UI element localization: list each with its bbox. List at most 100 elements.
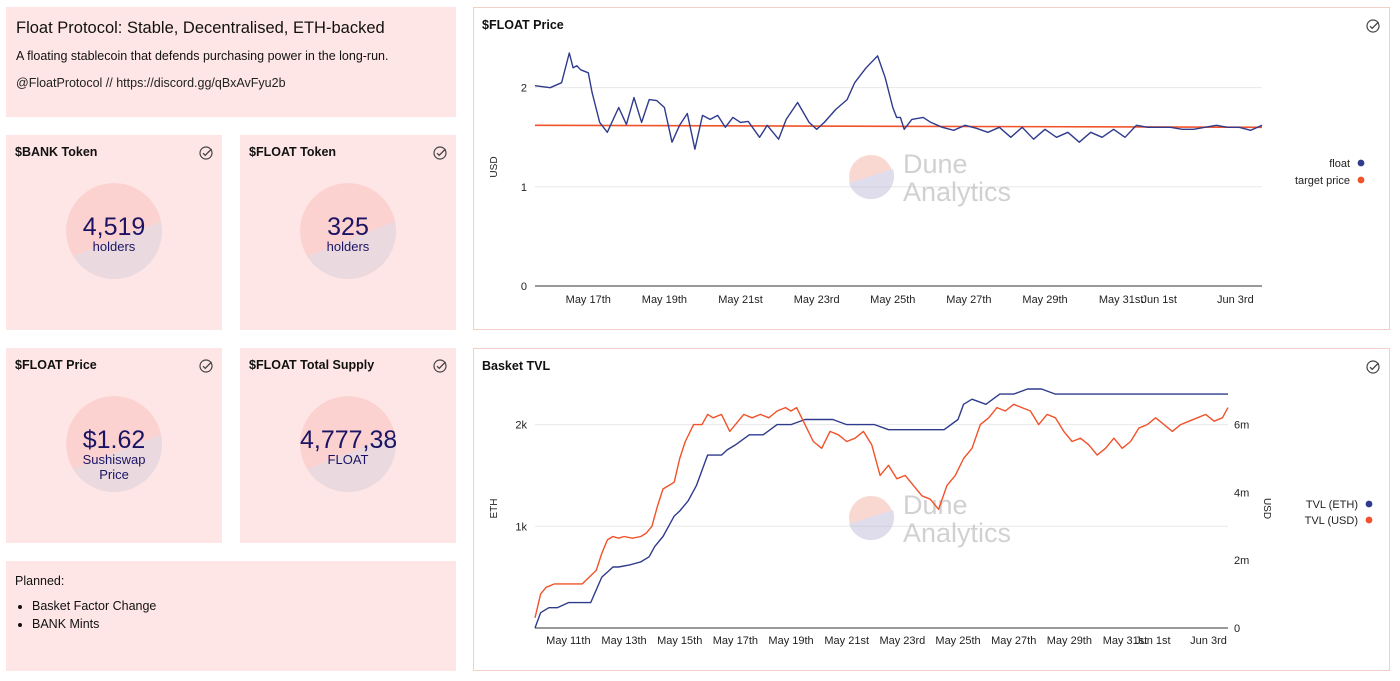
counter-badge: 4,519 holders [66,183,162,279]
dashboard-tagline: A floating stablecoin that defends purch… [16,49,389,63]
series-line-float [534,52,1263,150]
planned-panel: Planned: Basket Factor Change BANK Mints [6,561,456,671]
basket-tvl-chart-panel: Basket TVL 1k 2k 0 2m 4m 6m May 11th May 13th Ma… [473,348,1390,671]
counter-unit: holders [92,239,136,254]
float-price-chart-panel: $FLOAT Price 0 1 2 May 17th May 19th May 21st… [473,7,1390,330]
x-tick-label: May 23rd [794,294,840,306]
x-tick-label: May 29th [1022,294,1067,306]
legend-label: TVL (ETH) [1306,499,1358,511]
x-tick-label: May 13th [601,635,646,647]
check-circle-icon[interactable] [198,358,214,374]
counter-badge: 4,777,381 FLOAT [300,396,396,492]
card-title: $FLOAT Price [15,358,97,372]
y-tick-label: 2k [515,420,527,432]
x-tick-label: May 17th [566,294,611,306]
y-axis-label: USD [489,156,500,177]
dune-logo-shade [849,510,895,541]
float-supply-card: $FLOAT Total Supply 4,777,381 FLOAT [240,348,456,543]
counter-value: 4,519 [82,213,146,241]
y2-tick-label: 0 [1234,623,1240,635]
dashboard-title: Float Protocol: Stable, Decentralised, E… [16,19,385,37]
y2-axis-label: USD [1261,498,1272,519]
watermark-line1: Dune [903,149,968,179]
counter-unit: Sushiswap Price [82,452,146,482]
x-tick-label: May 25th [935,635,980,647]
counter-badge: 325 holders [300,183,396,279]
y2-tick-label: 6m [1234,420,1249,432]
check-circle-icon[interactable] [1365,18,1381,34]
x-tick-label: May 11th [546,635,590,647]
dashboard-header: Float Protocol: Stable, Decentralised, E… [6,7,456,117]
float-price-card: $FLOAT Price $1.62 Sushiswap Price [6,348,222,543]
chart-title: $FLOAT Price [482,18,564,32]
check-circle-icon[interactable] [1365,359,1381,375]
legend-label: TVL (USD) [1305,515,1358,527]
basket-tvl-chart[interactable]: 1k 2k 0 2m 4m 6m May 11th May 13th May 15th May 1… [474,349,1389,670]
x-tick-label: May 31st [1103,635,1148,647]
x-tick-label: Jun 3rd [1217,294,1254,306]
x-tick-label: May 23rd [879,635,925,647]
float-token-card: $FLOAT Token 325 holders [240,135,456,330]
x-tick-label: May 31st [1099,294,1144,306]
y-tick-label: 1k [515,521,527,533]
y-tick-label: 2 [521,83,527,95]
x-tick-label: May 15th [657,635,702,647]
counter-value: 4,777,381 [300,426,396,454]
x-tick-label: May 21st [824,635,869,647]
x-tick-label: May 29th [1047,635,1092,647]
x-tick-label: May 27th [991,635,1036,647]
badge-shape [300,183,396,279]
card-title: $FLOAT Token [249,145,337,159]
series-line-target-price [534,124,1263,129]
check-circle-icon[interactable] [432,358,448,374]
badge-shape [300,396,396,492]
dashboard-links: @FloatProtocol // https://discord.gg/qBx… [16,76,286,90]
legend-marker [1365,516,1373,524]
dune-logo-shade [849,169,895,200]
x-tick-label: Jun 1st [1135,635,1170,647]
legend-label: float [1329,158,1350,170]
series-line-tvl-eth [534,388,1228,629]
x-tick-label: May 19th [768,635,813,647]
badge-shape [66,396,162,492]
y2-tick-label: 4m [1234,487,1249,499]
y-tick-label: 0 [521,281,527,293]
counter-value: $1.62 [82,426,146,454]
check-circle-icon[interactable] [198,145,214,161]
watermark-line2: Analytics [903,518,1011,548]
list-item: Basket Factor Change [32,599,156,613]
check-circle-icon[interactable] [432,145,448,161]
list-item: BANK Mints [32,617,156,631]
y-axis-label: ETH [489,499,500,519]
x-tick-label: May 21st [718,294,763,306]
dune-logo-icon [849,496,893,540]
x-tick-label: May 25th [870,294,915,306]
x-tick-label: May 17th [713,635,758,647]
bank-token-card: $BANK Token 4,519 holders [6,135,222,330]
y2-tick-label: 2m [1234,555,1249,567]
watermark-line2: Analytics [903,177,1011,207]
legend-label: target price [1295,175,1350,187]
series-line-tvl-usd [534,403,1229,618]
legend-marker [1365,500,1373,508]
counter-badge: $1.62 Sushiswap Price [66,396,162,492]
card-title: $FLOAT Total Supply [249,358,375,372]
x-tick-label: Jun 3rd [1190,635,1227,647]
y-tick-label: 1 [521,182,527,194]
x-tick-label: Jun 1st [1141,294,1176,306]
dune-logo-icon [849,155,893,199]
chart-title: Basket TVL [482,359,551,373]
planned-list: Basket Factor Change BANK Mints [32,599,156,635]
float-price-chart[interactable]: 0 1 2 May 17th May 19th May 21st May 23rd May 2… [474,8,1389,329]
x-tick-label: May 27th [946,294,991,306]
card-title: $BANK Token [15,145,98,159]
legend-marker [1357,159,1365,167]
counter-value: 325 [327,213,369,241]
counter-unit: holders [326,239,370,254]
x-tick-label: May 19th [642,294,687,306]
badge-shape [66,183,162,279]
counter-unit: FLOAT [327,452,369,467]
legend-marker [1357,176,1365,184]
